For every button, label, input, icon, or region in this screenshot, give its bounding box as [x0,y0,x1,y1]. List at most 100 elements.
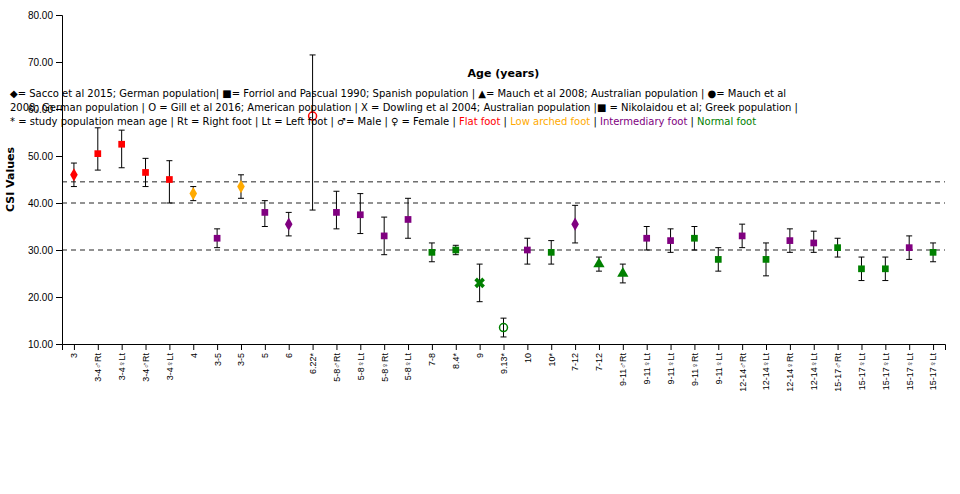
annotation-text: Intermediary foot [600,116,687,127]
error-bar [405,198,411,238]
point [189,187,197,200]
x-tick-mark [313,344,314,350]
y-axis: 10.0020.0030.0040.0050.0060.0070.0080.00 [28,10,63,350]
error-bar [524,238,530,264]
x-tick: 15-17♀Lt [905,344,915,390]
x-tick-mark [790,344,791,350]
reference-line [62,203,945,204]
x-tick-label: 9 [475,353,485,358]
x-tick: 15-17♀Lt [857,344,867,390]
point [452,247,459,254]
x-tick-label: 3-4♂Rt [141,353,151,382]
x-tick-label: 3-5 [213,353,223,366]
error-bar [644,227,650,251]
y-tick-mark [56,156,62,157]
point [571,218,579,231]
x-tick-mark [408,344,409,350]
x-tick-label: 6 [284,353,294,358]
x-axis-title: Age (years) [468,67,540,80]
annotations: ◆= Sacco et al 2015; German population| … [10,88,798,128]
x-tick-mark [933,344,934,350]
x-tick: 15-17♀Lt [881,344,891,390]
x-tick: 9-11♀Lt [714,344,724,385]
x-tick-mark [647,344,648,350]
y-axis-line [56,16,63,345]
error-bar [143,158,149,186]
annotation-text: | [500,116,510,128]
y-tick: 10.00 [28,339,62,350]
plot: 10.0020.0030.0040.0050.0060.0070.0080.00… [4,10,946,392]
error-bar [262,201,268,227]
point [763,256,770,263]
error-bar [381,217,387,255]
x-tick-label: 10* [547,353,557,367]
x-tick-mark [838,344,839,350]
x-tick: 6.22* [308,344,318,374]
x-tick: 9.13* [499,344,509,374]
x-tick: 9-11♀Lt [666,344,676,385]
x-tick-label: 12-14♀Lt [761,353,771,391]
point [858,265,865,272]
point [643,235,650,242]
error-bar [739,224,745,248]
x-tick-label: 3-5 [236,353,246,366]
x-tick: 12-14♀Lt [809,344,819,390]
x-tick: 3-5 [236,344,246,366]
error-bar [882,257,888,281]
point [882,265,889,272]
x-tick-label: 5-8♀Lt [356,353,366,381]
x-tick-mark [480,344,481,350]
annotation-text: Low arched foot [510,116,590,127]
error-bar [71,163,77,187]
x-tick-mark [241,344,242,350]
y-tick-mark [56,15,62,16]
annotation-text: * = study population mean age | Rt = Rig… [10,116,459,128]
x-tick-mark [456,344,457,350]
x-tick-label: 9-11♂Rt [618,353,628,387]
x-tick-label: 4 [189,353,199,358]
x-tick-label: 5 [260,353,270,358]
y-tick: 50.00 [28,151,62,162]
x-tick: 10* [547,344,557,367]
x-tick: 3-4♀Lt [117,344,127,380]
annotation-text: | [590,116,600,128]
chart: 10.0020.0030.0040.0050.0060.0070.0080.00… [0,0,960,494]
error-bar [453,245,459,254]
x-tick: 5-8♀Lt [356,344,366,380]
y-tick: 70.00 [28,57,62,68]
x-tick-label: 9.13* [499,353,509,375]
x-tick-label: 7-8 [427,353,437,366]
x-tick-mark [217,344,218,350]
x-tick-mark [527,344,528,350]
x-tick-mark [551,344,552,350]
reference-line [62,181,945,182]
x-tick: 3-4♂Rt [141,344,151,382]
error-bar [238,175,244,199]
error-bar [501,318,507,337]
x-tick-label: 3-4♂Rt [93,353,103,382]
x-tick-label: 15-17♂Rt [833,353,843,392]
annotation-text: Normal foot [697,116,756,127]
x-tick-mark [599,344,600,350]
x-tick-label: 15-17♀Lt [881,353,891,391]
error-bar [906,236,912,260]
x-tick-mark [336,344,337,350]
x-tick: 12-14♂Rt [738,344,748,392]
error-bar [763,243,769,276]
point [691,235,698,242]
error-bar [190,187,196,201]
x-tick: 9 [475,344,485,358]
point [739,233,746,240]
x-tick-mark [360,344,361,350]
point [834,244,841,251]
x-tick-mark [766,344,767,350]
error-bar [310,55,316,210]
point [405,216,412,223]
y-tick-label: 10.00 [28,339,53,350]
error-bar [668,229,674,253]
x-tick-mark [122,344,123,350]
annotation-line: 2008; German population | O = Gill et al… [10,102,798,114]
y-tick-label: 40.00 [28,198,53,209]
x-tick-label: 3-4♀Lt [117,353,127,381]
x-tick: 10 [523,344,533,363]
